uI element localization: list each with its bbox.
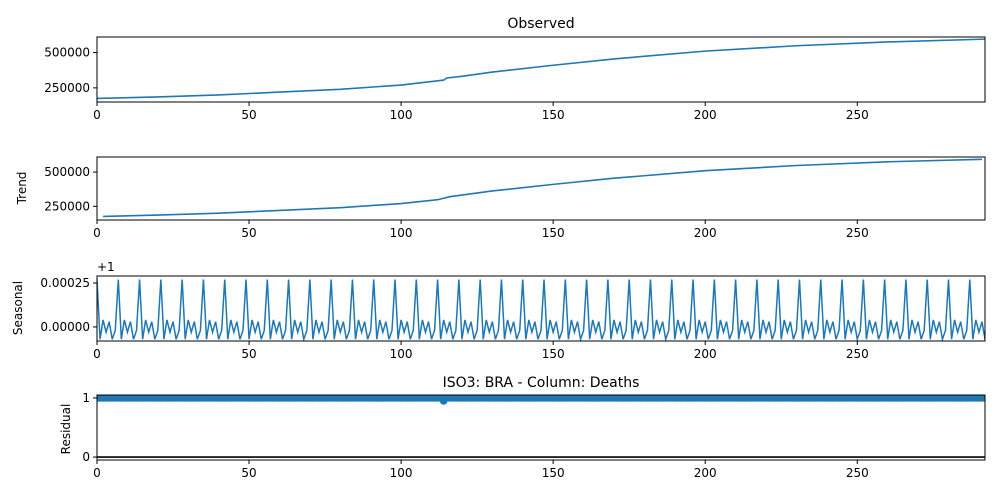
trend-ytick-label: 250000 (44, 199, 90, 213)
residual-xtick-label: 250 (846, 466, 869, 480)
seasonal-xtick-label: 0 (93, 347, 101, 361)
observed-xtick-label: 150 (542, 108, 565, 122)
figure-title: ISO3: BRA - Column: Deaths (443, 375, 640, 391)
observed-series-line (97, 38, 985, 100)
observed-xtick-label: 0 (93, 108, 101, 122)
observed-title: Observed (507, 16, 574, 32)
seasonal-xtick-label: 200 (694, 347, 717, 361)
residual-xtick-label: 100 (390, 466, 413, 480)
observed-data (97, 38, 985, 100)
trend-xtick-label: 100 (390, 226, 413, 240)
seasonal-xtick-label: 50 (241, 347, 256, 361)
residual-xtick-label: 200 (694, 466, 717, 480)
seasonal-xtick-label: 250 (846, 347, 869, 361)
residual-xtick-label: 0 (93, 466, 101, 480)
residual-xtick-label: 150 (542, 466, 565, 480)
seasonal-series-line (97, 279, 985, 341)
seasonal-offset-label: +1 (97, 260, 115, 274)
trend-ylabel: Trend (15, 172, 29, 206)
seasonal-plot-area: 0 50 100 150 200 250 0.00000 0.00025 (40, 275, 986, 361)
seasonal-data (97, 279, 985, 341)
observed-frame (96, 36, 986, 103)
seasonal-frame (96, 275, 986, 342)
observed-xtick-label: 100 (390, 108, 413, 122)
residual-ytick-label: 1 (82, 391, 90, 405)
seasonal-ytick-label: 0.00025 (40, 276, 90, 290)
trend-panel: Trend 0 50 100 150 200 250 250000 500000 (15, 156, 986, 240)
residual-frame (96, 394, 986, 461)
observed-panel: Observed 0 50 100 150 200 250 250000 500000 (44, 16, 986, 122)
trend-series-line (103, 158, 982, 218)
trend-frame (96, 156, 986, 221)
trend-xtick-label: 50 (241, 226, 256, 240)
trend-plot-area: 0 50 100 150 200 250 250000 500000 (44, 156, 986, 240)
observed-xtick-label: 200 (694, 108, 717, 122)
trend-data (103, 158, 982, 218)
seasonal-xtick-label: 150 (542, 347, 565, 361)
trend-xtick-label: 200 (694, 226, 717, 240)
observed-ytick-label: 500000 (44, 46, 90, 60)
seasonal-xtick-label: 100 (390, 347, 413, 361)
residual-ytick-label: 0 (82, 450, 90, 464)
residual-plot-area: 0 50 100 150 200 250 0 1 (82, 391, 986, 480)
trend-xtick-label: 150 (542, 226, 565, 240)
seasonal-panel: Seasonal +1 0 50 100 150 200 250 0.00000 0.0002… (11, 260, 986, 361)
observed-ytick-label: 250000 (44, 81, 90, 95)
trend-xtick-label: 0 (93, 226, 101, 240)
seasonal-ylabel: Seasonal (11, 281, 25, 335)
observed-plot-area: 0 50 100 150 200 250 250000 500000 (44, 36, 986, 122)
observed-xtick-label: 50 (241, 108, 256, 122)
residual-ylabel: Residual (59, 404, 73, 455)
trend-xtick-label: 250 (846, 226, 869, 240)
residual-point (981, 395, 985, 402)
trend-ytick-label: 500000 (44, 165, 90, 179)
observed-xtick-label: 250 (846, 108, 869, 122)
residual-panel: ISO3: BRA - Column: Deaths Residual 0 50 1… (59, 375, 986, 480)
seasonal-ytick-label: 0.00000 (40, 320, 90, 334)
residual-xtick-label: 50 (241, 466, 256, 480)
residual-data (97, 395, 985, 458)
